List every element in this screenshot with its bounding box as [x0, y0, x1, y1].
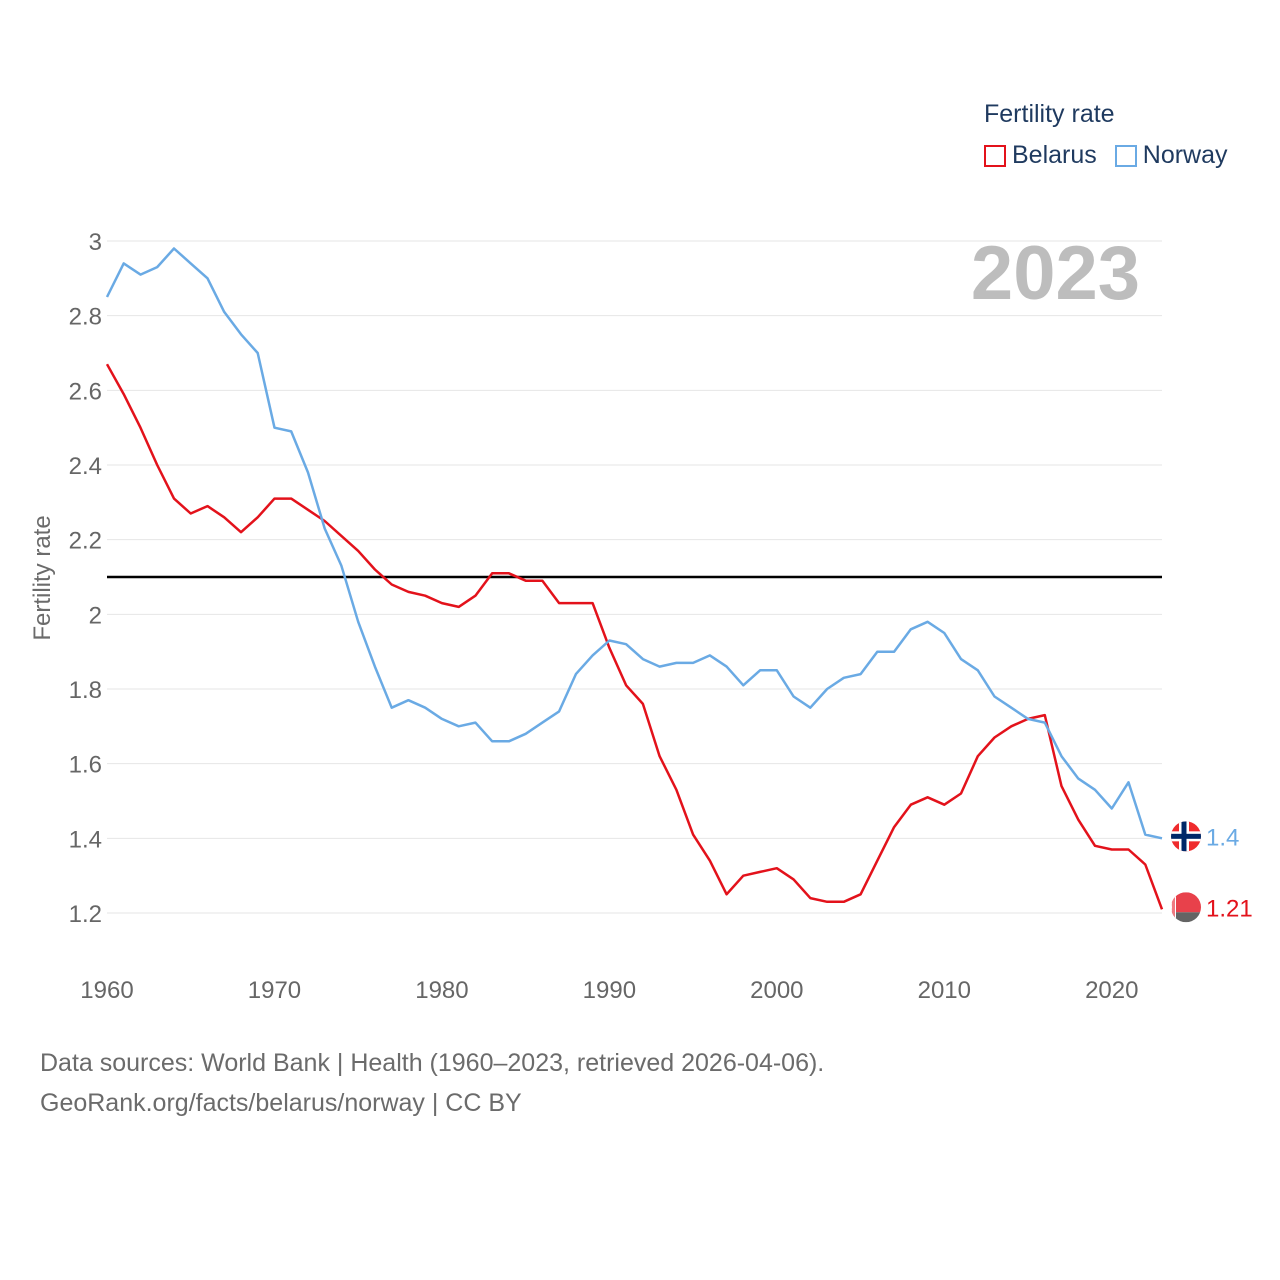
- footer: Data sources: World Bank | Health (1960–…: [40, 1043, 824, 1123]
- y-axis-label: Fertility rate: [29, 515, 56, 640]
- end-label-norway: 1.4: [1206, 824, 1239, 851]
- y-tick-label: 1.6: [69, 752, 102, 779]
- y-axis-ticks: 1.2 1.4 1.6 1.8 2 2.2 2.4 2.6 2.8 3: [69, 229, 102, 928]
- x-tick-label: 1970: [248, 977, 301, 1004]
- end-markers: 1.21 1.4: [1171, 821, 1253, 923]
- legend-label-belarus: Belarus: [1012, 141, 1097, 169]
- x-tick-label: 2020: [1085, 977, 1138, 1004]
- y-tick-label: 2.8: [69, 304, 102, 331]
- norway-flag-icon: [1171, 821, 1201, 852]
- y-tick-label: 2: [89, 602, 102, 629]
- y-tick-label: 2.2: [69, 528, 102, 555]
- year-watermark: 2023: [971, 231, 1140, 316]
- y-tick-label: 3: [89, 229, 102, 256]
- belarus-flag-icon: [1171, 892, 1201, 923]
- y-tick-label: 1.4: [69, 826, 102, 853]
- series-line-norway[interactable]: [105, 247, 1163, 840]
- x-tick-label: 1980: [415, 977, 468, 1004]
- gridlines: [107, 240, 1162, 914]
- legend-title: Fertility rate: [984, 100, 1115, 128]
- y-tick-label: 2.6: [69, 378, 102, 405]
- x-tick-label: 2010: [918, 977, 971, 1004]
- x-tick-label: 1960: [80, 977, 133, 1004]
- series-lines: [105, 247, 1164, 910]
- legend-swatch-belarus: [984, 144, 1006, 167]
- y-tick-label: 1.8: [69, 677, 102, 704]
- legend-label-norway: Norway: [1142, 141, 1228, 169]
- y-tick-label: 1.2: [69, 901, 102, 928]
- legend-item-belarus[interactable]: Belarus: [984, 141, 1097, 170]
- legend-item-norway[interactable]: Norway: [1114, 141, 1228, 170]
- y-tick-label: 2.4: [69, 453, 102, 480]
- x-tick-label: 1990: [583, 977, 636, 1004]
- source-note: Data sources: World Bank | Health (1960–…: [40, 1049, 825, 1077]
- x-tick-label: 2000: [750, 977, 803, 1004]
- x-axis-ticks: 1960 1970 1980 1990 2000 2010 2020: [80, 977, 1138, 1004]
- series-line-belarus[interactable]: [105, 363, 1164, 910]
- attribution-link[interactable]: GeoRank.org/facts/belarus/norway | CC BY: [40, 1089, 522, 1117]
- legend-swatch-norway: [1114, 144, 1137, 167]
- end-label-belarus: 1.21: [1206, 895, 1253, 922]
- legend: Fertility rate Belarus Norway: [984, 100, 1246, 170]
